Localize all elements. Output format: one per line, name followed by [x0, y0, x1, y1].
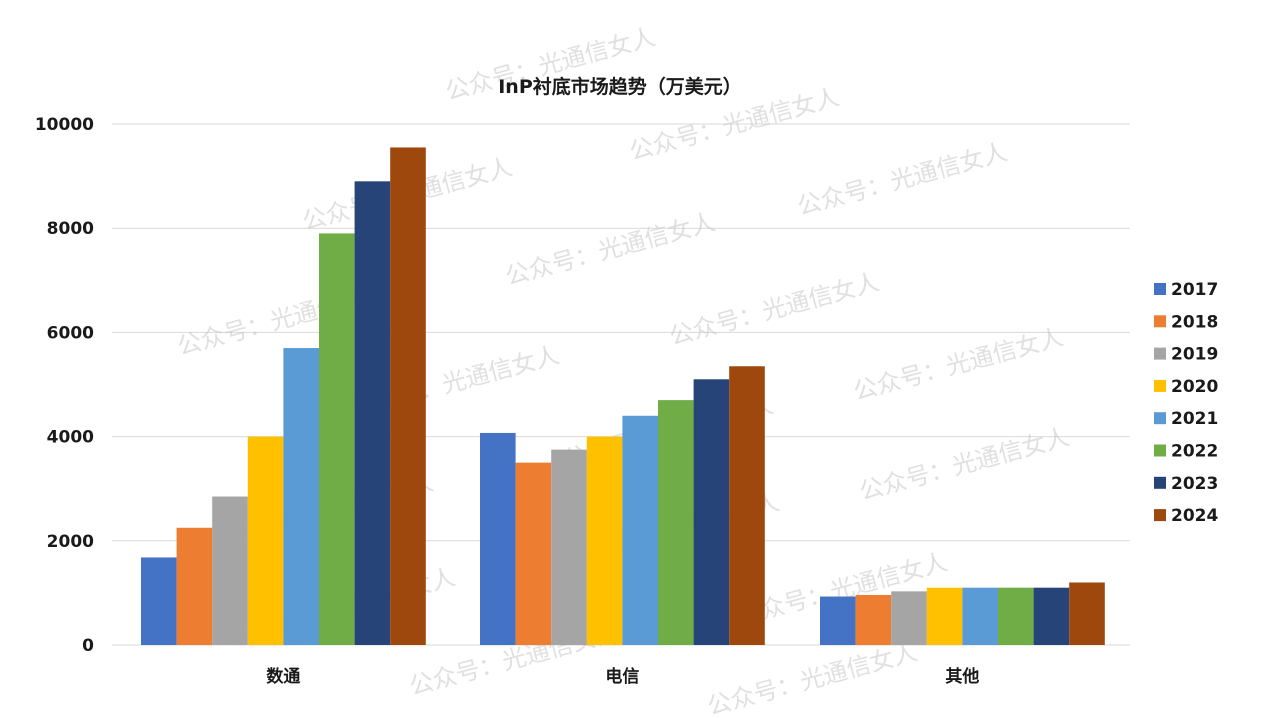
legend-swatch: [1154, 509, 1166, 522]
x-category-label: 数通: [266, 666, 300, 687]
legend-label: 2023: [1171, 474, 1218, 494]
bar-2024-0: [390, 147, 426, 645]
legend-swatch: [1154, 412, 1166, 425]
bar-2024-1: [729, 366, 765, 645]
bar-2023-1: [693, 379, 730, 645]
legend-swatch: [1154, 283, 1166, 295]
bar-2020-2: [926, 587, 963, 645]
legend-swatch: [1154, 379, 1166, 392]
bar-2020-1: [586, 436, 623, 645]
watermark-text: 公众号：光通信女人: [704, 638, 920, 714]
legend-swatch: [1154, 347, 1166, 360]
watermark-text: 公众号：光通信女人: [502, 208, 718, 291]
y-tick-label: 4000: [47, 428, 94, 448]
legend-label: 2022: [1171, 442, 1218, 462]
bar-2017-0: [141, 557, 177, 645]
y-tick-label: 6000: [47, 323, 94, 343]
chart-title: InP衬底市场趋势（万美元）: [498, 75, 742, 98]
y-tick-label: 8000: [47, 219, 94, 239]
y-axis-ticks: 0 2000 4000 6000 8000 10000: [35, 115, 94, 656]
bar-2017-1: [480, 432, 516, 645]
legend-swatch: [1154, 315, 1166, 328]
bar-2024-2: [1069, 582, 1105, 645]
watermark-text: 公众号：光通信女人: [856, 423, 1072, 506]
bar-2023-2: [1033, 587, 1070, 645]
bar-2019-1: [551, 449, 587, 645]
bar-2018-0: [176, 527, 213, 645]
watermark-text: 公众号：光通信女人: [666, 268, 882, 351]
bar-2018-2: [855, 594, 892, 645]
bar-2022-2: [998, 587, 1034, 645]
legend: 2017 2018 2019 2020 2021 2022 2023 2024: [1154, 280, 1218, 526]
legend-swatch: [1154, 444, 1166, 457]
bar-2022-1: [658, 400, 694, 645]
legend-label: 2017: [1171, 280, 1218, 300]
y-tick-label: 10000: [35, 115, 94, 135]
bar-2021-1: [622, 415, 658, 645]
bar-2023-0: [354, 181, 391, 645]
bar-2021-2: [962, 587, 998, 645]
bar-2019-2: [891, 591, 927, 645]
bar-2021-0: [283, 348, 319, 645]
x-axis-categories: 数通 电信 其他: [266, 666, 979, 687]
bar-2020-0: [247, 436, 284, 645]
legend-label: 2018: [1171, 312, 1218, 332]
legend-label: 2020: [1171, 377, 1218, 397]
watermark-text: 公众号：光通信女人: [794, 138, 1010, 221]
y-tick-label: 0: [82, 636, 94, 656]
x-category-label: 其他: [945, 666, 979, 687]
legend-label: 2021: [1171, 409, 1218, 429]
bar-2017-2: [820, 596, 856, 645]
legend-label: 2019: [1171, 345, 1218, 365]
legend-label: 2024: [1171, 506, 1218, 526]
bars: [141, 147, 1105, 645]
y-tick-label: 2000: [47, 532, 94, 552]
bar-2022-0: [319, 233, 355, 645]
bar-2018-1: [515, 462, 552, 645]
watermark-text: 公众号：光通信女人: [850, 323, 1066, 406]
bar-2019-0: [212, 496, 248, 645]
x-category-label: 电信: [605, 666, 639, 687]
legend-swatch: [1154, 476, 1166, 489]
